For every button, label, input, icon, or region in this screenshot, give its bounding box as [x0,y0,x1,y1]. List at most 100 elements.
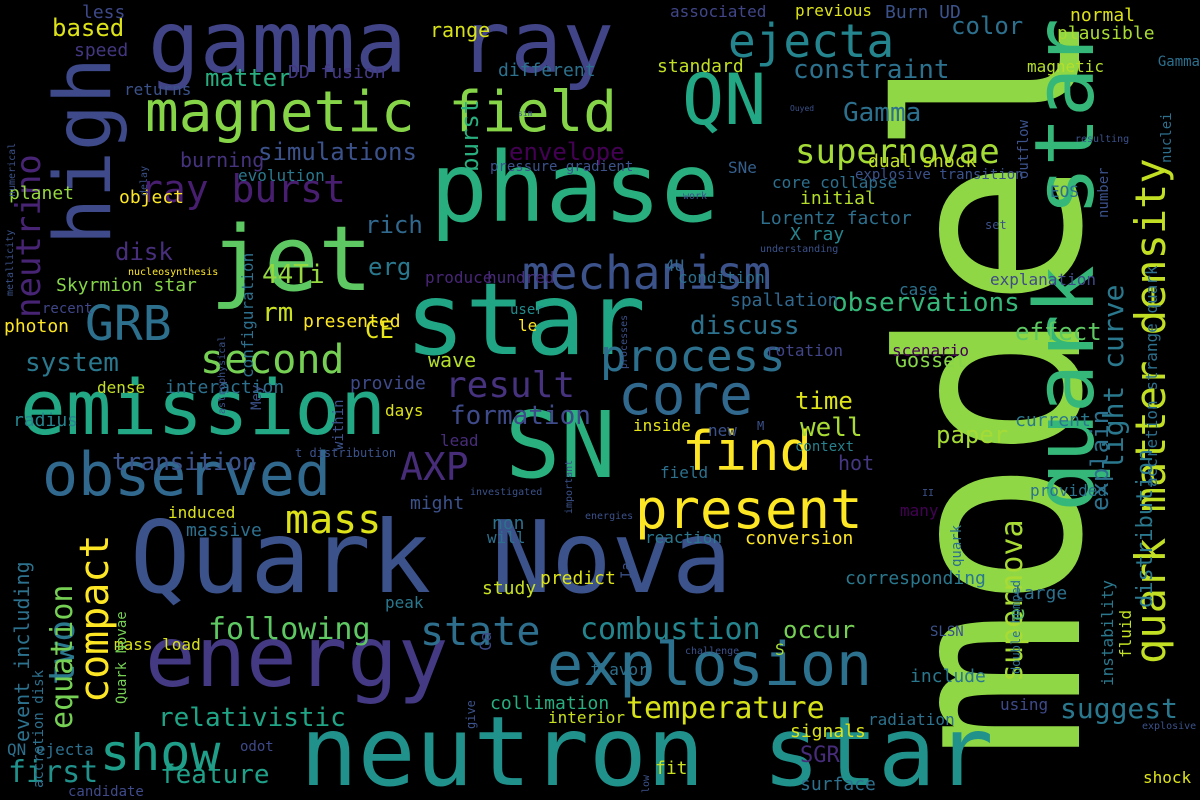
word-provide: provide [350,373,426,394]
word-well: well [800,413,863,443]
word-magnetic-field: magnetic field [145,80,618,145]
word-based: based [52,14,125,42]
word-44ti: 44Ti [262,260,325,290]
word-new: new [708,421,737,440]
word-qn: QN [682,59,767,141]
word-hundred: hundred [487,268,555,287]
word-present: present [635,478,863,541]
word-processes: processes [619,314,630,369]
word-speed: speed [74,40,129,61]
word-gamma: Gamma [1157,54,1200,70]
word-pressure-gradient: pressure gradient [490,159,634,175]
word-peak: peak [385,593,424,612]
word-accretion-strange-quark: accretion strange quark [1142,265,1161,487]
word-burst: burst [456,99,484,172]
word-explain: explain [1086,409,1114,511]
word-shock: shock [1143,768,1192,787]
word-ce: CE [365,316,394,344]
word-ouyed: Ouyed [790,104,815,113]
word-fluid: fluid [1116,609,1135,658]
word-skyrmion-star: Skyrmion star [56,275,197,296]
word-energy: energy [145,608,449,706]
word-photon: photon [4,316,70,337]
word-signals: signals [790,721,866,742]
word-presented: presented [303,311,401,332]
word-rotation: rotation [766,341,844,360]
word-sne: SNe [728,158,757,177]
word-event-including: event including [10,561,34,742]
word-temperature: temperature [626,691,825,726]
word-t-distribution: t distribution [295,446,397,460]
word-conversion: conversion [745,528,854,549]
word-suggest: suggest [1060,692,1179,725]
word-sgr: SGR [800,743,840,768]
word-radius: radius [13,410,79,431]
word-lead: lead [440,431,479,450]
word-ia: Ia [619,562,635,579]
word-resulting: resulting [1075,134,1130,145]
word-relativistic: relativistic [158,703,346,733]
word-core: core [618,363,753,428]
word-simulations: simulations [258,138,417,166]
word-mass-load: mass load [114,635,201,654]
word-configuration: configuration [238,252,257,378]
word-rm: rm [262,298,294,328]
word-delay: delay [139,165,150,196]
word-fit: fit [655,758,688,779]
word-quark: quark [949,524,965,567]
word-standard: standard [657,56,744,77]
word-color: color [951,12,1024,40]
word-hot: hot [838,451,875,475]
word-metallicity: metallicity [5,229,16,296]
word-less: less [82,2,126,23]
word-double-humped: double humped [1009,580,1023,674]
word-associated: associated [670,2,767,21]
word-flavor: flavor [590,660,648,679]
word-mey: Mey [249,384,265,410]
word-initial: initial [800,188,876,209]
word-show: show [100,724,221,782]
word-dd-fusion: DD fusion [288,62,386,83]
word-context: context [795,439,855,455]
word-predict: predict [540,568,616,589]
word-planet: planet [9,183,75,204]
word-previous: previous [795,1,873,20]
word-high: high [39,57,129,245]
word-explosive-transition: explosive transition [855,167,1024,183]
word-burn-ud: Burn UD [885,2,961,23]
word-s: S [775,640,785,659]
word-range: range [430,18,491,42]
word-important: important [564,459,575,514]
word-spallation: spallation [730,290,839,311]
word-core-collapse: core collapse [772,173,898,192]
word-case: case [899,280,938,299]
word-work: work [683,191,708,202]
word-dense: dense [97,378,146,397]
word-field: field [660,463,709,482]
word-sim: sim [518,109,533,118]
word-constraint: constraint [793,55,950,85]
word-nuclei: nuclei [1159,112,1175,163]
word-m: M [757,419,765,433]
word-different: different [498,60,596,81]
word-radiation: radiation [868,710,955,729]
word-surface: surface [800,774,876,795]
word-sn: SN [505,392,616,499]
word-many: many [900,501,939,520]
word-give: give [464,700,478,729]
word-effect: effect [1015,318,1102,346]
word-equation: equation [45,584,80,730]
word-ca: Ca [476,631,495,651]
word-evolution: evolution [238,166,325,185]
word-odot: odot [240,739,274,755]
word-study: study [482,578,537,599]
word-quark-nova: Quark Nova [130,499,733,616]
word-find: find [682,420,813,483]
word-x-ray: X ray [790,224,845,245]
word-feature: feature [160,760,270,790]
word-state: state [420,609,541,655]
word-gamma: Gamma [843,98,922,128]
word-current: current [1015,410,1091,431]
word-discuss: discuss [690,311,800,341]
word-gamma-ray: gamma ray [148,0,614,93]
